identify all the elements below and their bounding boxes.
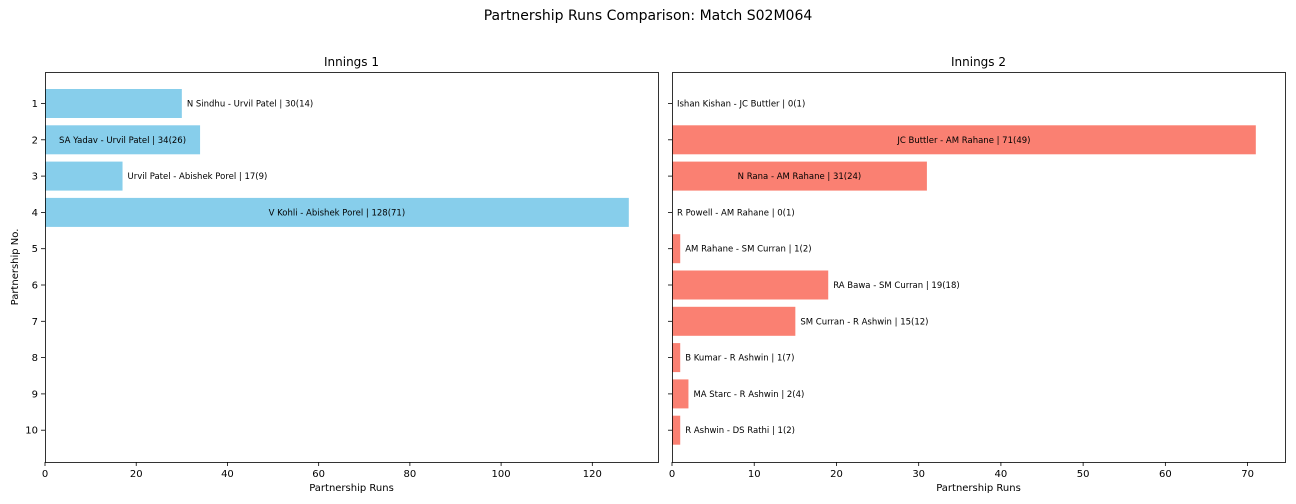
x-tick-label: 40 [221, 469, 234, 480]
bar-label-partnership-8: B Kumar - R Ashwin | 1(7) [685, 354, 794, 364]
y-tick-label: 5 [32, 244, 38, 255]
innings-1-panel: N Sindhu - Urvil Patel | 30(14) SA Yadav … [10, 55, 659, 494]
panel-title: Innings 2 [951, 55, 1006, 69]
bar-label-partnership-4: R Powell - AM Rahane | 0(1) [677, 208, 795, 218]
figure-title: Partnership Runs Comparison: Match S02M0… [483, 8, 813, 24]
bar-partnership-10 [672, 415, 681, 445]
bar-label-partnership-4: V Kohli - Abishek Porel | 128(71) [269, 208, 406, 218]
bar-label-partnership-2: SA Yadav - Urvil Patel | 34(26) [59, 136, 186, 146]
bar-label-partnership-1: N Sindhu - Urvil Patel | 30(14) [187, 100, 313, 110]
bar-partnership-1 [45, 89, 182, 118]
bar-partnership-7 [672, 306, 796, 336]
y-tick-label: 3 [32, 172, 38, 183]
bar-label-partnership-5: AM Rahane - SM Curran | 1(2) [685, 245, 811, 255]
bar-label-partnership-10: R Ashwin - DS Rathi | 1(2) [685, 426, 795, 436]
y-tick-label: 9 [32, 389, 38, 400]
x-tick-label: 30 [912, 469, 925, 480]
bar-label-partnership-2: JC Buttler - AM Rahane | 71(49) [896, 136, 1030, 146]
bar-partnership-8 [672, 343, 681, 373]
bar-partnership-4 [45, 197, 629, 227]
bar-partnership-3 [45, 161, 123, 191]
x-tick-label: 10 [748, 469, 761, 480]
x-tick-label: 80 [404, 469, 417, 480]
y-tick-label: 7 [32, 317, 38, 328]
x-tick-label: 20 [830, 469, 843, 480]
bar-partnership-3 [672, 161, 927, 191]
y-tick-label: 1 [32, 99, 38, 110]
bar-partnership-2 [45, 125, 201, 155]
y-tick-label: 6 [32, 281, 38, 292]
axes-frame [672, 72, 1286, 463]
x-tick-label: 60 [312, 469, 325, 480]
x-tick-label: 0 [42, 469, 48, 480]
innings-2-panel: Ishan Kishan - JC Buttler | 0(1) JC Buttl… [668, 55, 1286, 494]
x-tick-label: 120 [583, 469, 602, 480]
bar-label-partnership-3: Urvil Patel - Abishek Porel | 17(9) [128, 172, 268, 182]
y-tick-label: 2 [32, 135, 38, 146]
x-tick-label: 70 [1241, 469, 1254, 480]
x-axis-title: Partnership Runs [309, 483, 394, 494]
bar-partnership-2 [672, 125, 1256, 155]
x-tick-label: 40 [995, 469, 1008, 480]
bar-partnership-6 [672, 270, 829, 300]
x-tick-label: 60 [1159, 469, 1172, 480]
bar-label-partnership-9: MA Starc - R Ashwin | 2(4) [693, 390, 804, 400]
x-tick-label: 100 [492, 469, 511, 480]
x-axis-title: Partnership Runs [936, 483, 1021, 494]
bar-label-partnership-7: SM Curran - R Ashwin | 15(12) [800, 317, 928, 327]
bar-partnership-5 [672, 234, 681, 264]
y-tick-label: 10 [25, 426, 38, 437]
y-tick-label: 4 [32, 208, 38, 219]
bar-label-partnership-6: RA Bawa - SM Curran | 19(18) [833, 281, 959, 291]
x-tick-label: 0 [669, 469, 675, 480]
panel-title: Innings 1 [324, 55, 379, 69]
y-axis-title: Partnership No. [10, 229, 21, 306]
bar-label-partnership-3: N Rana - AM Rahane | 31(24) [738, 172, 862, 182]
x-tick-label: 20 [130, 469, 143, 480]
bar-partnership-9 [672, 379, 689, 409]
axes-frame [45, 72, 659, 463]
y-tick-label: 8 [32, 353, 38, 364]
bar-label-partnership-1: Ishan Kishan - JC Buttler | 0(1) [677, 100, 805, 110]
x-tick-label: 50 [1077, 469, 1090, 480]
